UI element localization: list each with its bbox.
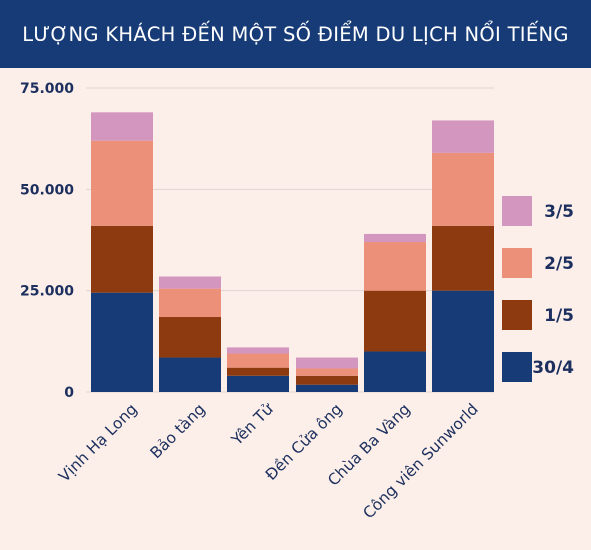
legend-swatch: [502, 300, 532, 330]
legend-label: 30/4: [532, 358, 574, 378]
chart-header: LƯỢNG KHÁCH ĐẾN MỘT SỐ ĐIỂM DU LỊCH NỔI …: [0, 0, 591, 68]
x-category-label: Công viên Sunworld: [360, 400, 482, 522]
bar-segment: [364, 290, 426, 352]
bar-segment: [159, 357, 221, 392]
bar-segment: [159, 288, 221, 318]
bar-segment: [91, 140, 153, 226]
y-tick-label: 0: [64, 385, 74, 401]
bar-segment: [159, 276, 221, 289]
bar-segment: [432, 225, 494, 291]
bar-segment: [432, 152, 494, 226]
bar-segment: [227, 375, 289, 392]
y-tick-label: 50.000: [20, 182, 74, 198]
legend-label: 3/5: [544, 202, 574, 222]
bar-segment: [227, 367, 289, 376]
bar-segment: [227, 347, 289, 354]
x-category-label: Vịnh Hạ Long: [55, 400, 141, 486]
y-tick-label: 25.000: [20, 284, 74, 300]
bar-segment: [296, 357, 358, 369]
bar-segment: [91, 225, 153, 293]
x-category-label: Yên Tử: [227, 399, 277, 449]
bar-segment: [364, 233, 426, 243]
bar-segment: [432, 290, 494, 392]
bar-segment: [296, 375, 358, 385]
bar-segment: [91, 112, 153, 141]
bar-segment: [296, 368, 358, 376]
legend-label: 1/5: [544, 306, 574, 326]
chart-title: LƯỢNG KHÁCH ĐẾN MỘT SỐ ĐIỂM DU LỊCH NỔI …: [22, 22, 569, 46]
y-tick-label: 75.000: [20, 81, 74, 97]
stacked-bar-chart: 0 25.000 50.000 75.000 Vịnh Hạ Long Bảo tàng Y…: [20, 81, 574, 522]
legend-swatch: [502, 196, 532, 226]
bar-segment: [364, 351, 426, 392]
x-category-label: Bảo tàng: [147, 400, 209, 462]
legend-swatch: [502, 352, 532, 382]
bar-segment: [296, 384, 358, 392]
legend-swatch: [502, 248, 532, 278]
bar-segment: [227, 353, 289, 368]
bar-segment: [159, 317, 221, 358]
legend-label: 2/5: [544, 254, 574, 274]
bar-segment: [364, 242, 426, 291]
bar-segment: [432, 120, 494, 153]
bar-segment: [91, 292, 153, 392]
